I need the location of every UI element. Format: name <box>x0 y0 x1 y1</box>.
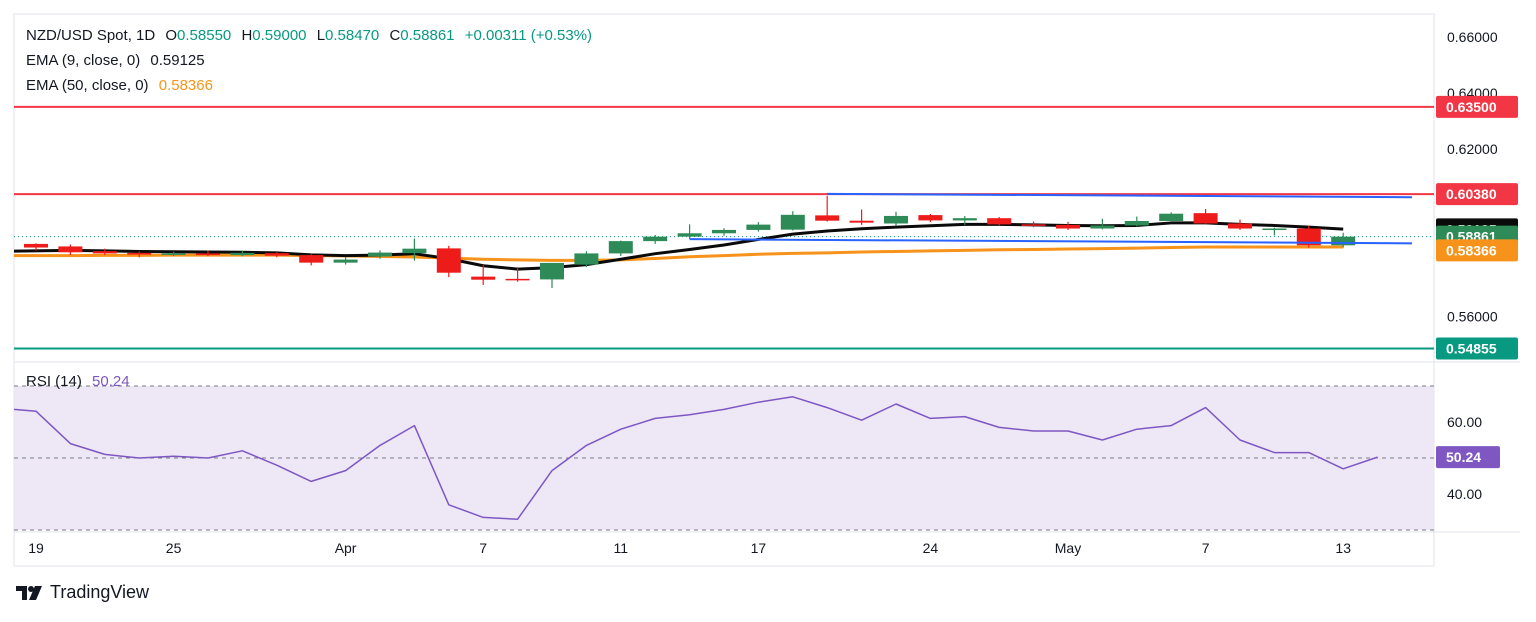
channel-line <box>689 238 1413 245</box>
legend-ema50-label: EMA (50, close, 0) <box>26 77 149 94</box>
time-axis-tick: 7 <box>479 540 487 556</box>
time-axis-tick: 7 <box>1202 540 1210 556</box>
time-axis-tick: 19 <box>28 540 44 556</box>
candle-body <box>574 253 599 265</box>
legend-open-value: 0.58550 <box>177 27 232 44</box>
candle-body <box>1124 220 1149 226</box>
time-axis-tick: 17 <box>751 540 767 556</box>
candle-body <box>299 255 324 263</box>
time-axis-tick: 11 <box>614 540 629 556</box>
candle-body <box>264 253 289 256</box>
time-axis-tick: 13 <box>1335 540 1351 556</box>
candle-body <box>1262 228 1287 231</box>
rsi-value-badge <box>1436 446 1500 469</box>
tradingview-logo-icon <box>16 585 42 600</box>
tradingview-logo[interactable]: TradingView <box>16 582 149 603</box>
candle-body <box>1056 224 1080 229</box>
support-level-badge <box>1436 337 1518 360</box>
candle-body <box>1090 225 1115 229</box>
candle-body <box>471 276 496 280</box>
legend-ohlc: NZD/USD Spot, 1D O0.58550 H0.59000 L0.58… <box>26 27 592 44</box>
candle-body <box>918 215 943 221</box>
legend-low-label: L <box>316 27 326 44</box>
candle-body <box>849 220 874 223</box>
candle-body <box>677 233 702 237</box>
legend-ema9-value: 0.59125 <box>150 52 205 69</box>
ema50-price-badge <box>1436 239 1518 262</box>
candle-body <box>58 246 83 253</box>
legend-rsi: RSI (14) 50.24 <box>26 373 130 390</box>
legend-symbol: NZD/USD Spot, 1D <box>26 27 156 44</box>
legend-rsi-value: 50.24 <box>92 373 130 390</box>
candle-body <box>505 278 530 281</box>
tradingview-logo-text: TradingView <box>50 582 150 602</box>
candle-body <box>780 214 805 230</box>
candle-body <box>643 236 668 242</box>
time-axis-tick: 24 <box>923 540 939 556</box>
legend-close-value: 0.58861 <box>400 27 455 44</box>
legend-ema50-value: 0.58366 <box>158 77 213 94</box>
legend-close-label: C <box>389 27 401 44</box>
channel-line <box>827 192 1413 199</box>
ema50-price-label: 0.58366 <box>1446 242 1497 258</box>
rsi-axis-tick: 40.00 <box>1447 486 1482 502</box>
legend-low-value: 0.58470 <box>325 27 380 44</box>
support-level-label: 0.54855 <box>1446 340 1497 356</box>
legend-high-label: H <box>241 27 253 44</box>
candle-body <box>24 243 48 248</box>
rsi-axis-tick: 60.00 <box>1447 414 1482 430</box>
price-axis-tick: 0.62000 <box>1447 141 1498 157</box>
candle-body <box>712 229 736 234</box>
candle-body <box>815 215 840 221</box>
candle-body <box>987 218 1012 225</box>
legend-ema9: EMA (9, close, 0) 0.59125 <box>26 52 205 69</box>
candle-body <box>368 252 392 257</box>
price-axis-tick: 0.56000 <box>1447 309 1498 325</box>
candle-body <box>746 224 771 230</box>
rsi-line <box>13 396 1378 520</box>
legend-open-label: O <box>165 27 178 44</box>
rsi-value-label: 50.24 <box>1446 449 1481 465</box>
candle-body <box>540 262 564 280</box>
legend-ema50: EMA (50, close, 0) 0.58366 <box>26 77 213 94</box>
candle-body <box>608 241 633 254</box>
resistance-level-label: 0.63500 <box>1446 99 1497 115</box>
candle-body <box>436 248 461 273</box>
candle-body <box>1228 223 1252 229</box>
legend-ema9-label: EMA (9, close, 0) <box>26 52 141 69</box>
resistance-level-badge <box>1436 183 1518 206</box>
legend-high-value: 0.59000 <box>252 27 307 44</box>
time-axis-tick: May <box>1055 540 1081 556</box>
ema9-line <box>13 221 1344 271</box>
candle-body <box>161 253 186 255</box>
time-axis-tick: 25 <box>166 540 182 556</box>
candle-body <box>92 251 117 254</box>
candle-body <box>230 252 255 256</box>
candle-body <box>1193 213 1218 224</box>
time-axis-tick: Apr <box>335 540 357 556</box>
legend-change: +0.00311 (+0.53%) <box>464 27 593 44</box>
price-axis-tick: 0.66000 <box>1447 29 1498 45</box>
candle-body <box>1159 213 1184 221</box>
candle-body <box>402 248 427 254</box>
rsi-band <box>14 386 1434 530</box>
legend-rsi-label: RSI (14) <box>26 373 82 390</box>
candle-body <box>333 259 358 263</box>
candle-body <box>196 253 220 256</box>
candle-body <box>1021 224 1046 226</box>
candle-body <box>952 218 977 221</box>
candle-body <box>1331 236 1356 246</box>
candle-body <box>884 215 908 224</box>
resistance-level-badge <box>1436 95 1518 118</box>
resistance-level-label: 0.60380 <box>1446 186 1497 202</box>
candle-body <box>127 252 152 255</box>
candle-body <box>1296 228 1321 246</box>
